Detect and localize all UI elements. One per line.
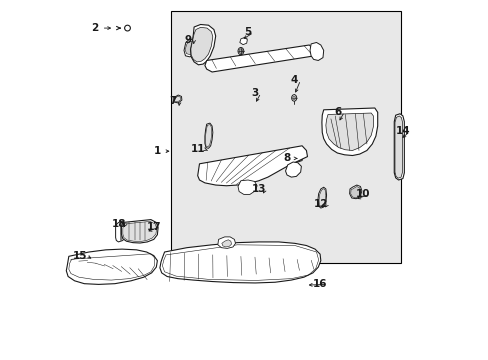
Polygon shape <box>325 113 373 150</box>
Polygon shape <box>309 42 323 60</box>
Polygon shape <box>183 39 197 57</box>
Ellipse shape <box>292 96 295 100</box>
Polygon shape <box>204 45 314 72</box>
Ellipse shape <box>238 48 244 55</box>
Text: 10: 10 <box>355 189 369 199</box>
Text: 7: 7 <box>169 96 177 106</box>
Polygon shape <box>321 108 377 156</box>
Bar <box>170 11 400 263</box>
Polygon shape <box>285 162 301 177</box>
Polygon shape <box>394 116 402 178</box>
Text: 14: 14 <box>395 126 410 136</box>
Text: 8: 8 <box>283 153 290 163</box>
Text: 16: 16 <box>312 279 326 289</box>
Polygon shape <box>190 24 215 65</box>
Ellipse shape <box>239 49 242 53</box>
Polygon shape <box>294 155 301 161</box>
Text: 12: 12 <box>313 199 327 210</box>
Polygon shape <box>190 27 212 62</box>
Polygon shape <box>121 220 158 243</box>
Text: 15: 15 <box>72 251 87 261</box>
Text: 17: 17 <box>146 222 161 232</box>
Polygon shape <box>318 189 325 207</box>
Polygon shape <box>393 114 404 180</box>
Polygon shape <box>218 237 235 248</box>
Polygon shape <box>122 221 156 242</box>
Text: 4: 4 <box>290 75 297 85</box>
Polygon shape <box>294 154 302 162</box>
Text: 9: 9 <box>183 35 191 45</box>
Polygon shape <box>173 95 182 103</box>
Polygon shape <box>205 125 211 147</box>
Polygon shape <box>349 185 361 199</box>
Text: 6: 6 <box>334 107 341 117</box>
Polygon shape <box>222 240 231 247</box>
Polygon shape <box>317 187 326 208</box>
Text: 11: 11 <box>191 144 205 154</box>
Polygon shape <box>66 249 157 284</box>
Ellipse shape <box>291 95 296 101</box>
Polygon shape <box>115 221 124 242</box>
Polygon shape <box>350 186 360 198</box>
Polygon shape <box>174 96 180 102</box>
Text: 13: 13 <box>251 184 265 194</box>
Polygon shape <box>185 41 196 55</box>
Ellipse shape <box>124 25 130 31</box>
Text: 18: 18 <box>112 219 126 229</box>
Polygon shape <box>239 37 247 45</box>
Text: 1: 1 <box>153 146 161 156</box>
Polygon shape <box>160 242 320 283</box>
Polygon shape <box>204 123 212 148</box>
Text: 5: 5 <box>243 27 250 37</box>
Polygon shape <box>238 180 257 194</box>
Text: 2: 2 <box>91 23 99 33</box>
Text: 3: 3 <box>250 88 258 98</box>
Polygon shape <box>197 146 307 186</box>
